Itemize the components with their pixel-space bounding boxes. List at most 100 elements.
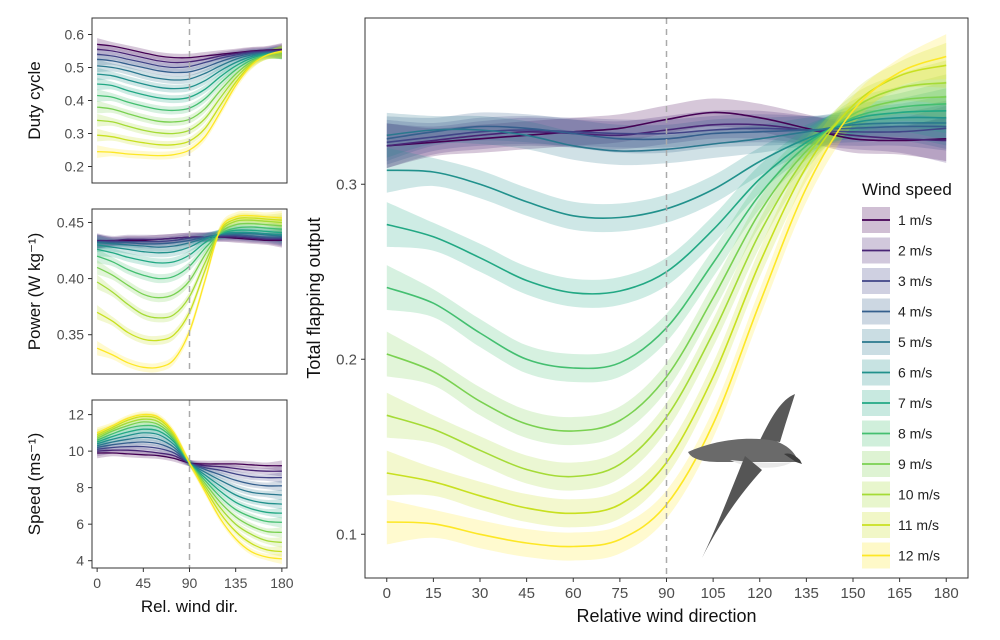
legend: Wind speed 1 m/s 2 m/s 3 m/s 4 m/s 5 m/s 6 m/s…: [862, 180, 952, 569]
power-line-10: [96, 219, 282, 319]
flapping-line-10: [386, 82, 947, 478]
duty-ytick-label: 0.5: [65, 60, 85, 76]
power-ylabel: Power (W kg⁻¹): [25, 233, 44, 351]
flapping-xtick-label: 135: [794, 585, 819, 602]
speed-ribbon-1: [97, 447, 282, 471]
duty-ribbon-2: [97, 43, 282, 67]
legend-label: 11 m/s: [898, 517, 939, 533]
panel-duty-cycle: 0.6 0.5 0.4 0.3 0.2 Duty cycle: [25, 17, 288, 184]
flapping-line-4: [386, 125, 947, 141]
speed-xtick-label: 45: [136, 575, 152, 591]
speed-ribbon-9: [97, 418, 282, 538]
legend-item: 12 m/s: [862, 542, 940, 569]
power-line-4: [97, 233, 282, 245]
legend-label: 8 m/s: [898, 426, 932, 442]
speed-ribbon-6: [97, 429, 282, 510]
flapping-xtick-label: 180: [934, 585, 959, 602]
legend-item: 5 m/s: [862, 329, 932, 355]
duty-ribbon-3: [97, 44, 282, 72]
duty-ribbon-1: [97, 38, 282, 62]
duty-line-2: [97, 48, 282, 64]
flapping-ribbon-12: [386, 34, 947, 561]
bird-wing-front: [702, 456, 762, 558]
speed-ytick-label: 4: [76, 553, 84, 569]
power-line-3: [97, 235, 282, 243]
duty-ylabel: Duty cycle: [25, 61, 44, 139]
flapping-line-8: [386, 103, 947, 370]
legend-item: 9 m/s: [862, 451, 932, 477]
power-frame: [91, 208, 288, 375]
speed-xlabel: Rel. wind dir.: [141, 597, 238, 616]
legend-label: 2 m/s: [898, 243, 932, 259]
legend-item: 10 m/s: [862, 481, 940, 508]
speed-xtick-label: 90: [182, 575, 198, 591]
flapping-ylabel: Total flapping output: [304, 217, 324, 378]
duty-ribbon-6: [97, 46, 282, 93]
speed-xtick-label: 0: [93, 575, 101, 591]
flapping-xlabel: Relative wind direction: [576, 606, 756, 626]
power-line-2: [97, 236, 282, 242]
speed-xtick-label: 180: [270, 575, 294, 591]
speed-ytick-label: 10: [68, 443, 84, 459]
speed-plot-area: [96, 411, 282, 565]
power-ytick-label: 0.45: [57, 214, 84, 230]
duty-line-1: [97, 43, 282, 59]
legend-label: 7 m/s: [898, 395, 932, 411]
speed-ytick-label: 6: [76, 516, 84, 532]
legend-label: 12 m/s: [898, 548, 940, 564]
legend-item: 11 m/s: [862, 512, 939, 538]
speed-line-12: [96, 413, 282, 560]
flapping-xtick-label: 45: [518, 585, 535, 602]
legend-item: 4 m/s: [862, 298, 932, 325]
flapping-xtick-label: 0: [383, 585, 391, 602]
duty-ytick-label: 0.2: [65, 159, 85, 175]
speed-ylabel: Speed (ms⁻¹): [25, 433, 44, 536]
legend-label: 10 m/s: [898, 487, 940, 503]
duty-ytick-label: 0.6: [65, 27, 85, 43]
speed-ytick-label: 8: [76, 480, 84, 496]
flapping-xtick-label: 165: [887, 585, 912, 602]
legend-label: 5 m/s: [898, 334, 932, 350]
bird-body: [688, 438, 798, 462]
duty-ytick-label: 0.4: [65, 93, 85, 109]
legend-item: 8 m/s: [862, 420, 932, 447]
flapping-xtick-label: 60: [565, 585, 582, 602]
legend-label: 1 m/s: [898, 212, 932, 228]
speed-ytick-label: 12: [68, 407, 84, 423]
power-ytick-label: 0.40: [57, 271, 84, 287]
bird-wing-back: [760, 394, 795, 442]
flapping-ribbon-5: [386, 100, 947, 166]
flapping-line-11: [386, 64, 947, 515]
legend-label: 6 m/s: [898, 365, 932, 381]
flapping-ytick-label: 0.3: [336, 176, 357, 193]
bird-head: [784, 453, 802, 464]
flapping-ytick-label: 0.2: [336, 351, 357, 368]
panel-speed: 12 10 8 6 40 45 90 135 180 Speed (ms⁻¹) Rel. wind …: [25, 399, 294, 616]
flapping-ribbon-3: [386, 105, 947, 165]
legend-item: 2 m/s: [862, 237, 932, 264]
flapping-xtick-label: 150: [840, 585, 865, 602]
power-ribbon-7: [97, 225, 282, 268]
flapping-xtick-label: 105: [701, 585, 726, 602]
flapping-xtick-label: 75: [612, 585, 629, 602]
speed-xtick-label: 135: [224, 575, 248, 591]
flapping-xtick-label: 90: [658, 585, 675, 602]
legend-item: 3 m/s: [862, 268, 932, 294]
duty-ytick-label: 0.3: [65, 126, 85, 142]
flapping-ribbon-11: [386, 42, 947, 528]
flapping-line-5: [386, 122, 947, 152]
legend-item: 1 m/s: [862, 207, 932, 233]
power-ytick-label: 0.35: [57, 327, 84, 343]
flapping-ytick-label: 0.1: [336, 526, 357, 543]
panel-power: 0.45 0.40 0.35 Power (W kg⁻¹): [25, 208, 288, 375]
speed-ribbon-10: [97, 415, 282, 548]
flapping-xtick-label: 30: [472, 585, 489, 602]
speed-ribbon-4: [97, 438, 282, 492]
legend-label: 9 m/s: [898, 456, 932, 472]
legend-item: 6 m/s: [862, 359, 932, 386]
legend-item: 7 m/s: [862, 390, 932, 416]
albatross-icon: [688, 394, 802, 558]
flapping-xtick-label: 15: [425, 585, 442, 602]
flapping-line-9: [386, 96, 947, 432]
